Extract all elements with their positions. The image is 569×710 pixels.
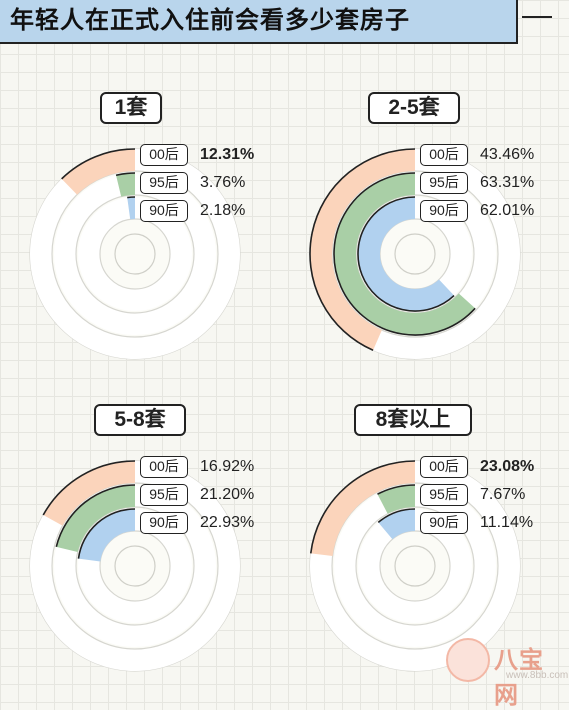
series-tag: 95后 [140,172,188,194]
series-tag: 00后 [420,144,468,166]
series-tag: 00后 [420,456,468,478]
series-tag: 00后 [140,456,188,478]
series-tag: 95后 [420,484,468,506]
page-title: 年轻人在正式入住前会看多少套房子 [10,0,410,35]
series-tag: 95后 [420,172,468,194]
arc-95后 [383,496,415,504]
series-tag: 00后 [140,144,188,166]
data-label: 21.20% [200,484,254,506]
data-label: 63.31% [480,172,534,194]
data-label: 23.08% [480,456,534,478]
radial-bar-chart [288,92,568,392]
series-tag: 90后 [140,200,188,222]
arc-90后 [385,520,415,531]
data-label: 22.93% [200,512,254,534]
series-tag: 90后 [420,512,468,534]
title-corner-line [522,0,552,18]
radial-bar-chart [8,404,288,704]
baby-face-icon [446,638,490,682]
watermark-logo: 八宝网 www.8bb.com [446,634,566,688]
data-label: 3.76% [200,172,245,194]
arc-95后 [119,184,135,186]
series-tag: 90后 [420,200,468,222]
data-label: 62.01% [480,200,534,222]
data-label: 16.92% [200,456,254,478]
data-label: 2.18% [200,200,245,222]
radial-bar-chart [8,92,288,392]
series-tag: 95后 [140,484,188,506]
data-label: 12.31% [200,144,254,166]
data-label: 11.14% [480,512,533,534]
data-label: 7.67% [480,484,525,506]
title-banner: 年轻人在正式入住前会看多少套房子 [0,0,518,44]
data-label: 43.46% [480,144,534,166]
watermark-url: www.8bb.com [506,670,568,681]
arc-edge-90后 [127,197,135,198]
series-tag: 90后 [140,512,188,534]
